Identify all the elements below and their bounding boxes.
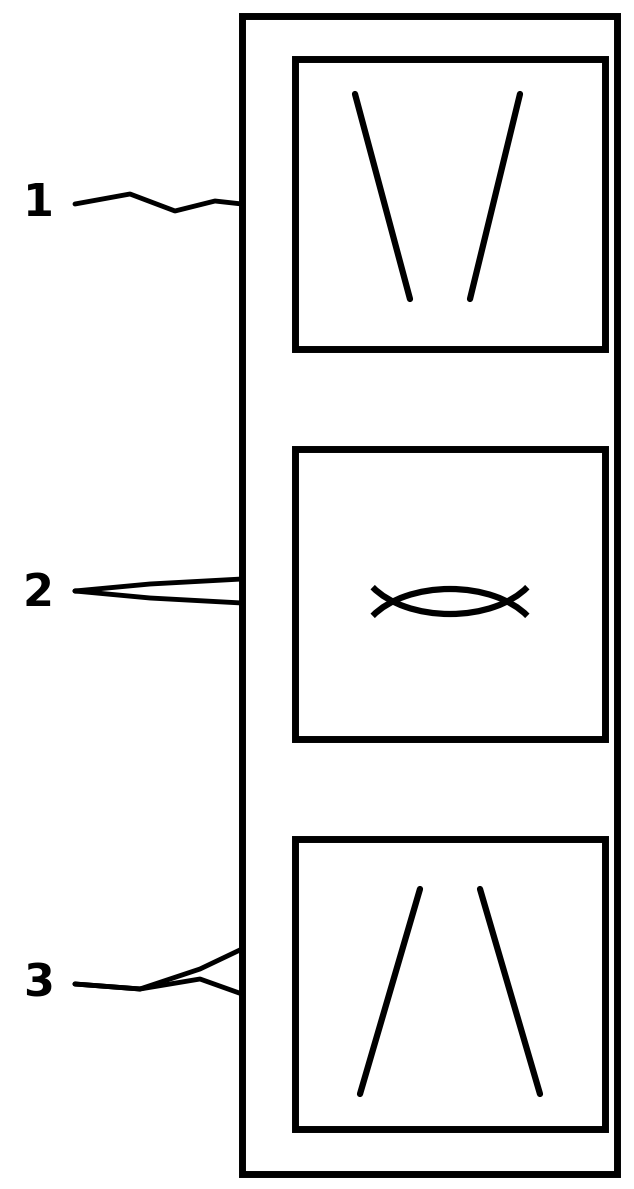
Bar <box>242 15 617 1174</box>
Text: 3: 3 <box>23 963 53 1006</box>
Text: 2: 2 <box>22 572 53 616</box>
Text: 1: 1 <box>22 182 53 226</box>
Bar <box>295 449 605 740</box>
Bar <box>295 59 605 350</box>
Bar <box>295 839 605 1130</box>
